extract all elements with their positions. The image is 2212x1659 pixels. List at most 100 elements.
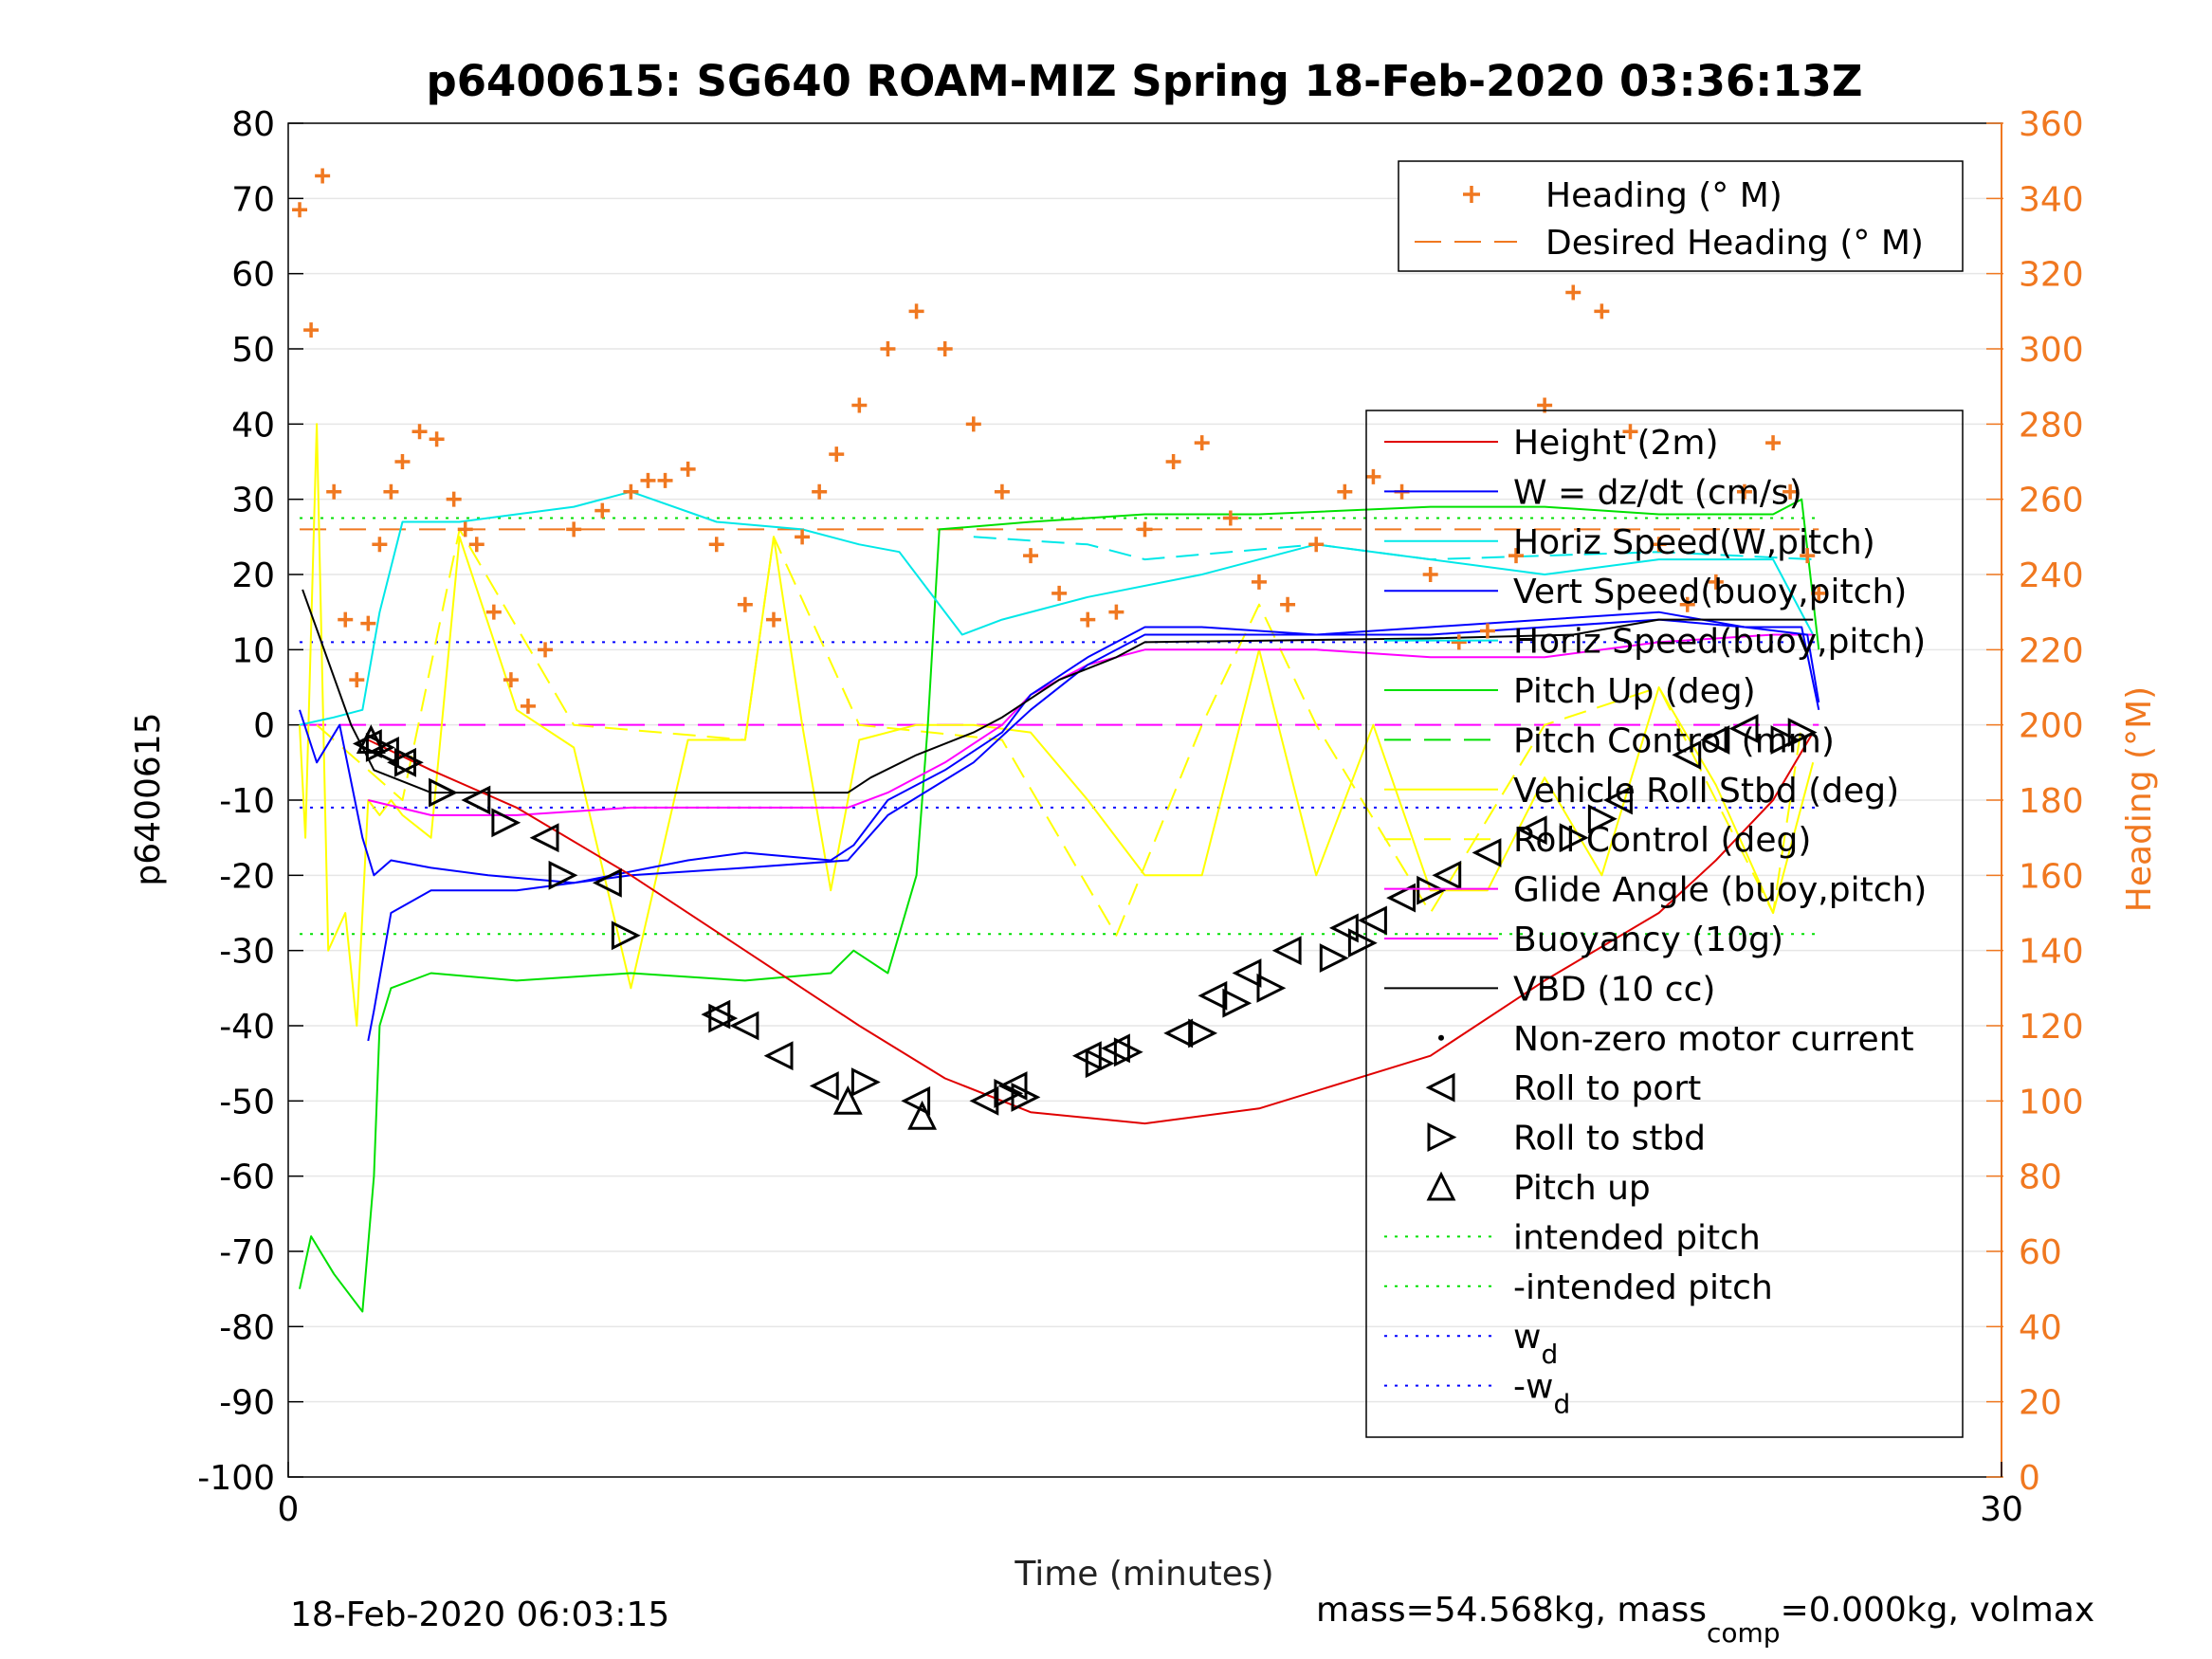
- roll-stbd-marker: [1113, 1037, 1143, 1067]
- roll-port-marker: [1197, 980, 1228, 1011]
- legend-label: intended pitch: [1513, 1218, 1761, 1257]
- roll-port-marker: [969, 1085, 999, 1116]
- heading-point: [994, 483, 1010, 500]
- horiz-speed-w-series: [299, 490, 1815, 726]
- y2-tick-label: 320: [2019, 256, 2084, 295]
- heading-point: [520, 698, 536, 714]
- heading-point: [1800, 548, 1816, 564]
- pitch-series: [299, 498, 1820, 1313]
- heading-point: [411, 424, 428, 440]
- roll-port-marker: [461, 785, 491, 815]
- roll-stbd-marker: [1319, 943, 1349, 974]
- y-tick-label: 50: [231, 331, 275, 370]
- roll-stbd-marker: [429, 777, 458, 808]
- heading-legend-label: Heading (° M): [1545, 176, 1782, 215]
- roll-stbd-marker: [1085, 1048, 1115, 1079]
- y2-tick-label: 300: [2019, 331, 2084, 370]
- heading-point: [429, 431, 445, 447]
- x-axis-label: Time (minutes): [1014, 1555, 1273, 1594]
- y2-tick-label: 180: [2019, 782, 2084, 821]
- heading-point: [1508, 548, 1525, 564]
- heading-point: [594, 502, 611, 519]
- roll-stbd-marker: [1559, 823, 1589, 853]
- heading-point: [908, 303, 924, 319]
- heading-point: [708, 537, 724, 553]
- y-tick-label: -60: [219, 1158, 275, 1197]
- y-tick-label: 80: [231, 105, 275, 144]
- roll-stbd-marker: [1417, 875, 1447, 905]
- roll-stbd-marker: [1770, 725, 1801, 755]
- heading-point: [1736, 483, 1752, 500]
- legend-swatch: [1427, 1122, 1457, 1153]
- heading-point: [1080, 611, 1096, 628]
- y-tick-label: 30: [231, 482, 275, 520]
- heading-point: [1222, 510, 1238, 526]
- y2-tick-label: 80: [2019, 1158, 2062, 1197]
- legend-label: Horiz Speed(buoy,pitch): [1513, 623, 1926, 662]
- y-tick-label: 0: [253, 707, 275, 746]
- roll-port-marker: [387, 747, 416, 777]
- chart-title: p6400615: SG640 ROAM-MIZ Spring 18-Feb-2…: [427, 56, 1863, 106]
- heading-point: [1765, 435, 1782, 451]
- roll-port-marker: [1517, 815, 1547, 846]
- roll-port-marker: [901, 1085, 931, 1116]
- heading-point: [812, 483, 828, 500]
- legend-label: Vert Speed(buoy,pitch): [1513, 573, 1907, 611]
- legend-swatch: [1425, 1072, 1455, 1103]
- heading-point: [326, 483, 342, 500]
- left-axis: 80 70 60 50 40 30 20 10 0 -10 -20 -30 -40 -50 -60 -70 -8…: [197, 105, 303, 1498]
- roll-stbd-marker: [994, 1078, 1024, 1108]
- heading-point: [394, 454, 411, 469]
- heading-point: [457, 521, 473, 538]
- heading-point: [315, 168, 331, 184]
- heading-point: [1479, 623, 1495, 639]
- legend-swatch: [1426, 1171, 1456, 1201]
- y2-tick-label: 60: [2019, 1233, 2062, 1272]
- heading-point: [446, 491, 462, 507]
- x-tick-label: 0: [278, 1490, 300, 1529]
- roll-port-marker: [1328, 913, 1359, 943]
- y-tick-label: -30: [219, 933, 275, 972]
- heading-point: [292, 202, 308, 218]
- heading-point: [372, 537, 388, 553]
- heading-point: [623, 483, 639, 500]
- roll-stbd-marker: [708, 1003, 739, 1033]
- heading-point: [383, 483, 399, 500]
- heading-point: [1622, 424, 1638, 440]
- roll-port-marker: [529, 823, 559, 853]
- roll-port-marker: [1163, 1018, 1194, 1048]
- y-tick-label: 10: [231, 631, 275, 670]
- y2-tick-label: 100: [2019, 1083, 2084, 1121]
- heading-point: [1337, 483, 1353, 500]
- roll-stbd-marker: [1222, 988, 1252, 1018]
- heading-legend: Heading (° M) Desired Heading (° M): [1398, 160, 1964, 272]
- y2-tick-label: 340: [2019, 180, 2084, 219]
- y-tick-label: -50: [219, 1083, 275, 1121]
- y-tick-label: -100: [197, 1459, 275, 1498]
- roll-control-series: [316, 528, 1803, 937]
- heading-point: [1280, 596, 1296, 612]
- legend-label: Roll to port: [1513, 1069, 1701, 1108]
- heading-point: [566, 521, 582, 538]
- y2-tick-label: 240: [2019, 556, 2084, 595]
- footer-mass: mass=54.568kg, masscomp=0.000kg, volmax: [1316, 1591, 2094, 1649]
- roll-port-marker: [809, 1071, 839, 1101]
- y2-tick-label: 280: [2019, 406, 2084, 445]
- heading-point: [1451, 634, 1467, 650]
- heading-point: [1023, 548, 1039, 564]
- legend-label: Height (2m): [1513, 424, 1719, 463]
- w-series: [299, 611, 1820, 884]
- heading-point: [1708, 574, 1724, 590]
- roll-stbd-marker: [1347, 928, 1378, 958]
- roll-port-marker: [1386, 883, 1416, 913]
- heading-point: [1251, 574, 1267, 590]
- heading-point: [795, 529, 811, 545]
- legend-label: Horiz Speed(W,pitch): [1513, 523, 1875, 562]
- roll-port-marker: [1358, 905, 1387, 936]
- footer-mass-sub: comp: [1707, 1617, 1781, 1649]
- plot-lines: [292, 168, 1827, 1313]
- y-tick-label: -20: [219, 857, 275, 896]
- heading-point: [1594, 303, 1610, 319]
- roll-port-marker: [1728, 714, 1759, 744]
